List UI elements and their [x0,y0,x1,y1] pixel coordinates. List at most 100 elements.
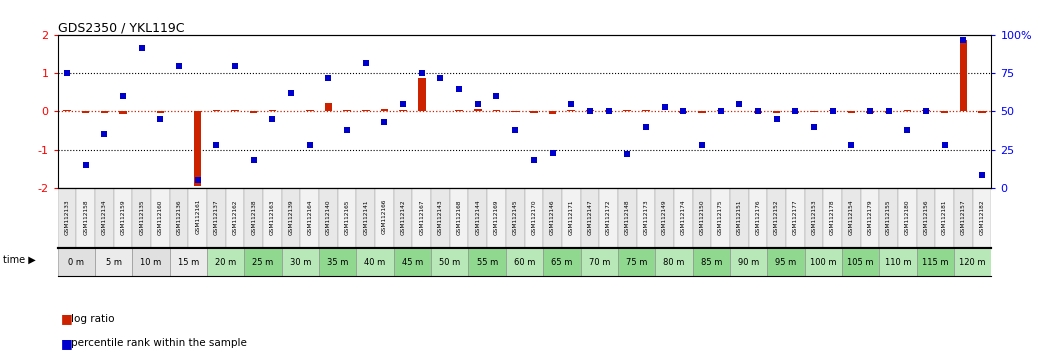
Text: GSM112182: GSM112182 [980,199,984,235]
Point [78,162,94,167]
Bar [226,188,244,249]
Bar [113,188,132,249]
Bar [381,109,388,112]
Text: GSM112164: GSM112164 [307,199,313,235]
Text: 25 m: 25 m [253,258,274,267]
Bar [917,249,954,276]
Text: 105 m: 105 m [848,258,874,267]
Text: 115 m: 115 m [922,258,948,267]
Text: GSM112137: GSM112137 [214,199,219,235]
Text: GSM112172: GSM112172 [606,199,611,235]
Text: 30 m: 30 m [290,258,312,267]
Bar [692,188,711,249]
Point [526,158,542,163]
Point [843,142,860,148]
Bar [749,188,767,249]
Bar [960,40,967,112]
Text: 35 m: 35 m [327,258,348,267]
Bar [823,188,842,249]
Bar [95,249,132,276]
Bar [580,249,618,276]
Bar [132,249,170,276]
Bar [543,249,580,276]
Bar [319,249,357,276]
Point [358,60,374,65]
Point [488,93,505,99]
Bar [469,188,487,249]
Text: 0 m: 0 m [68,258,84,267]
Bar [773,112,780,113]
Point [227,63,243,69]
Text: 110 m: 110 m [884,258,912,267]
Text: GSM112162: GSM112162 [233,199,237,235]
Text: GSM112135: GSM112135 [140,199,144,235]
Point [936,142,952,148]
Bar [362,110,369,112]
Bar [431,249,469,276]
Bar [730,188,749,249]
Text: GSM112175: GSM112175 [719,199,723,235]
Bar [232,110,239,112]
Bar [979,112,986,113]
Bar [842,188,860,249]
Text: 80 m: 80 m [663,258,685,267]
Text: GSM112151: GSM112151 [736,199,742,235]
Text: 55 m: 55 m [476,258,498,267]
Bar [282,249,319,276]
Point [413,70,430,76]
Text: 50 m: 50 m [440,258,461,267]
Point [657,104,673,110]
Bar [543,188,562,249]
Bar [605,110,613,112]
Bar [506,188,524,249]
Text: 85 m: 85 m [701,258,722,267]
Text: GSM112167: GSM112167 [420,199,424,235]
Text: GSM112173: GSM112173 [643,199,648,235]
Bar [922,110,929,112]
Bar [357,188,376,249]
Bar [586,110,594,112]
Bar [879,249,917,276]
Text: GSM112165: GSM112165 [345,199,349,235]
Bar [735,111,743,112]
Text: percentile rank within the sample: percentile rank within the sample [71,338,248,348]
Bar [506,249,543,276]
Text: 75 m: 75 m [626,258,647,267]
Point [768,116,785,122]
Bar [132,188,151,249]
Point [97,131,112,137]
Bar [63,110,70,112]
Bar [661,111,668,112]
Bar [287,111,295,112]
Point [114,93,131,99]
Point [264,116,281,122]
Point [749,109,766,114]
Text: GSM112157: GSM112157 [961,199,966,235]
Bar [792,112,799,113]
Bar [263,188,282,249]
Text: GSM112176: GSM112176 [755,199,761,235]
Bar [244,188,263,249]
Point [394,101,411,107]
Bar [58,188,77,249]
Bar [885,112,893,113]
Bar [549,112,556,114]
Text: GSM112147: GSM112147 [587,199,593,235]
Bar [474,109,481,112]
Bar [562,188,580,249]
Bar [767,188,786,249]
Point [152,116,169,122]
Text: 40 m: 40 m [364,258,386,267]
Text: GSM112143: GSM112143 [438,199,443,235]
Text: 20 m: 20 m [215,258,236,267]
Bar [941,112,948,113]
Bar [568,110,575,112]
Bar [637,188,656,249]
Text: GSM112174: GSM112174 [681,199,686,235]
Point [712,109,729,114]
Bar [848,112,855,113]
Point [59,70,76,76]
Text: GSM112149: GSM112149 [662,199,667,235]
Text: GSM112138: GSM112138 [252,199,256,235]
Bar [412,188,431,249]
